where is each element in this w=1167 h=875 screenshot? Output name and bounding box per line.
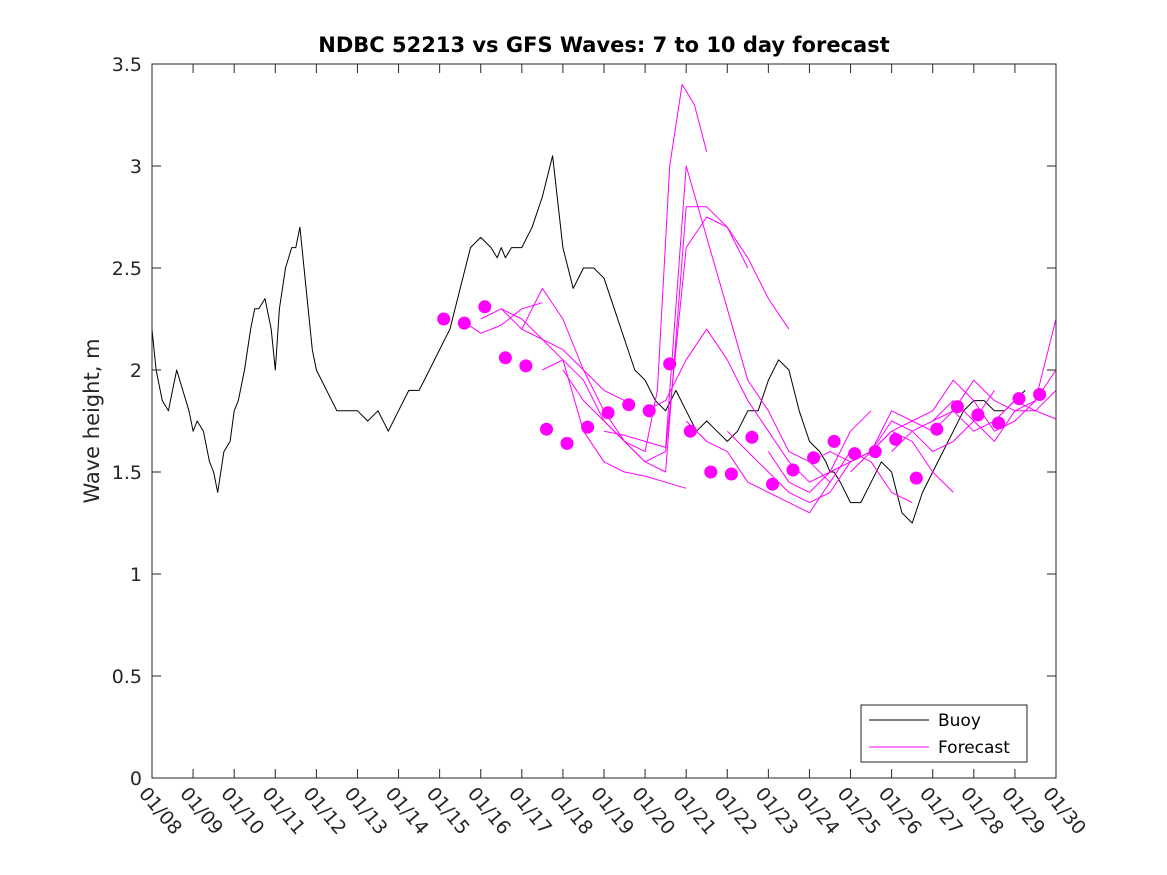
forecast-series-line bbox=[459, 302, 543, 334]
legend: Buoy Forecast bbox=[860, 704, 1028, 763]
y-axis-label: Wave height, m bbox=[80, 338, 104, 503]
forecast-series-line bbox=[726, 430, 954, 504]
forecast-series-line bbox=[562, 216, 790, 463]
forecast-series-line bbox=[480, 308, 625, 402]
forecast-marker-point bbox=[786, 463, 800, 477]
forecast-marker-point bbox=[868, 445, 882, 459]
forecast-marker-point bbox=[766, 477, 779, 491]
forecast-marker-point bbox=[992, 416, 1005, 430]
forecast-marker-point bbox=[437, 312, 451, 326]
forecast-marker-point bbox=[581, 420, 595, 434]
forecast-series-line bbox=[521, 83, 708, 453]
legend-label-forecast: Forecast bbox=[938, 738, 1010, 758]
buoy-series-line bbox=[151, 155, 1026, 524]
forecast-marker-point bbox=[519, 359, 533, 373]
forecast-marker-point bbox=[848, 447, 862, 461]
forecast-marker-point bbox=[601, 406, 615, 420]
forecast-marker-point bbox=[724, 467, 738, 481]
forecast-marker-point bbox=[540, 422, 553, 436]
forecast-series-line bbox=[501, 308, 687, 489]
forecast-series-line bbox=[891, 390, 1057, 452]
forecast-marker-point bbox=[663, 357, 677, 371]
y-tick-label: 0 bbox=[130, 768, 142, 790]
forecast-marker-point bbox=[642, 404, 656, 418]
forecast-marker-point bbox=[1012, 392, 1026, 406]
legend-label-buoy: Buoy bbox=[938, 711, 981, 731]
y-tick-label: 3 bbox=[130, 156, 142, 178]
forecast-marker-point bbox=[622, 398, 636, 412]
forecast-series-line bbox=[767, 390, 995, 493]
forecast-marker-point bbox=[827, 434, 841, 448]
y-tick-label: 2.5 bbox=[112, 258, 142, 280]
forecast-marker-point bbox=[704, 465, 718, 479]
y-tick-label: 3.5 bbox=[112, 54, 142, 76]
forecast-marker-point bbox=[745, 430, 759, 444]
forecast-marker-point bbox=[889, 432, 903, 446]
y-tick-label: 1.5 bbox=[112, 462, 142, 484]
forecast-marker-point bbox=[1033, 388, 1047, 401]
forecast-series-line bbox=[603, 165, 831, 483]
forecast-marker-point bbox=[457, 316, 471, 330]
forecast-marker-point bbox=[950, 400, 964, 414]
forecast-series-line bbox=[644, 328, 872, 483]
y-tick-label: 2 bbox=[130, 360, 142, 382]
forecast-marker-point bbox=[930, 422, 944, 436]
forecast-marker-point bbox=[683, 424, 697, 438]
forecast-series-line bbox=[850, 318, 1057, 473]
y-tick-label: 0.5 bbox=[112, 666, 142, 688]
forecast-marker-point bbox=[478, 300, 492, 314]
forecast-series-line bbox=[685, 420, 913, 514]
forecast-marker-point bbox=[498, 351, 512, 365]
chart-title: NDBC 52213 vs GFS Waves: 7 to 10 day for… bbox=[318, 33, 889, 57]
forecast-marker-point bbox=[971, 408, 985, 422]
y-tick-label: 1 bbox=[130, 564, 142, 586]
forecast-marker-point bbox=[909, 471, 923, 485]
forecast-marker-point bbox=[560, 436, 574, 450]
forecast-marker-point bbox=[807, 451, 821, 465]
legend-box bbox=[860, 704, 1028, 763]
